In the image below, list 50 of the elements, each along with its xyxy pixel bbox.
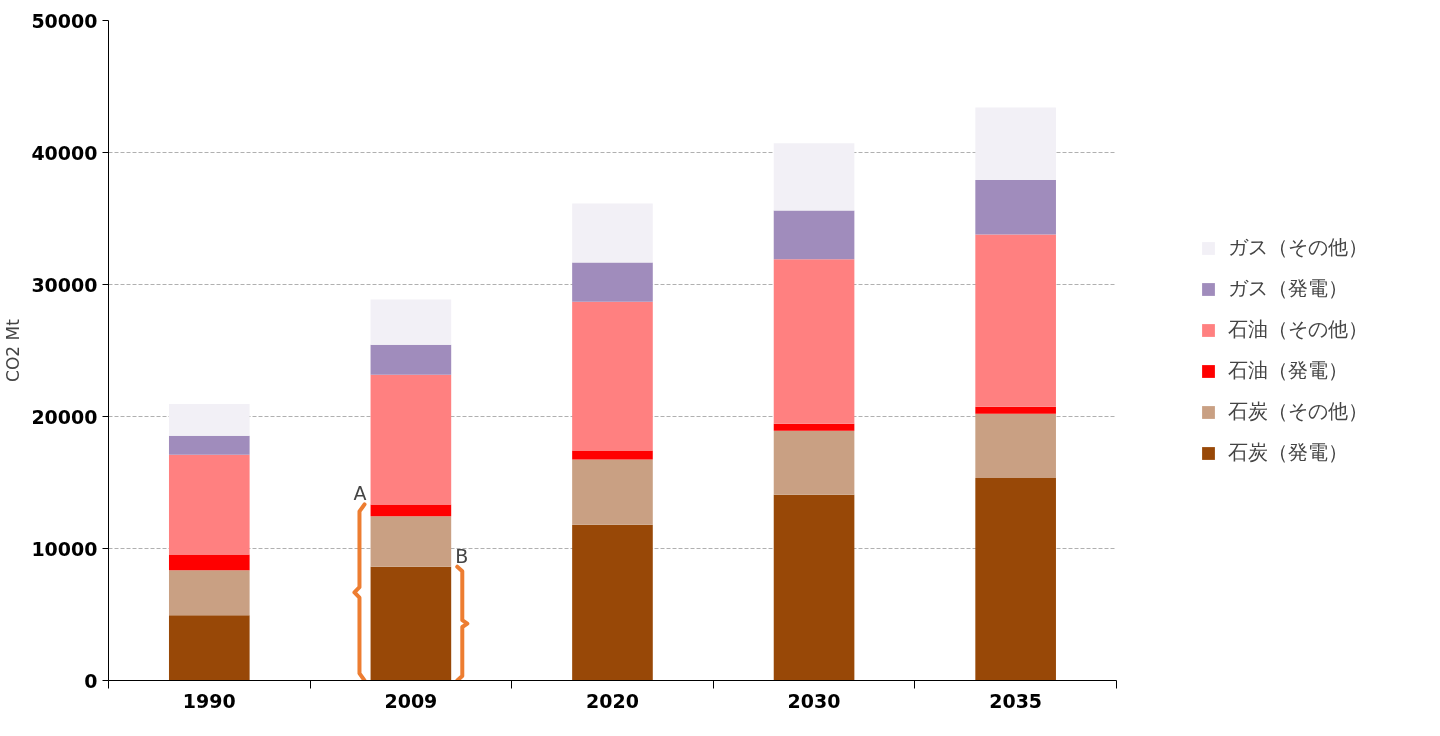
bar — [773, 494, 855, 681]
bar — [370, 516, 452, 567]
bar — [168, 570, 250, 616]
annotation: A — [353, 482, 367, 505]
bar — [975, 107, 1056, 181]
legend-label: 石炭（その他） — [1228, 398, 1368, 425]
y-tick-label: 0 — [84, 669, 98, 692]
y-axis-title: CO2 Mt — [3, 318, 24, 382]
bar — [572, 301, 653, 451]
bar — [975, 413, 1056, 479]
bar — [975, 406, 1056, 414]
y-tick-label: 30000 — [31, 273, 98, 296]
y-tick-label: 50000 — [31, 9, 98, 32]
bar — [975, 478, 1056, 681]
bar — [975, 234, 1056, 407]
x-tick-label: 2030 — [787, 689, 841, 712]
legend-label: ガス（その他） — [1228, 234, 1368, 261]
bar — [773, 259, 855, 424]
x-tick-label: 1990 — [182, 689, 236, 712]
x-tick-label: 2020 — [586, 689, 639, 712]
bar — [168, 615, 250, 681]
bar — [572, 262, 653, 302]
legend-label: ガス（発電） — [1228, 275, 1348, 302]
bar — [370, 299, 452, 345]
bar — [168, 403, 250, 436]
bar — [773, 423, 855, 431]
bar — [572, 524, 653, 681]
y-tick-label: 10000 — [31, 537, 98, 560]
bar — [370, 374, 452, 505]
bar — [572, 450, 653, 460]
bar — [572, 459, 653, 525]
bar — [168, 435, 250, 455]
bar — [370, 504, 452, 517]
bar — [773, 143, 855, 211]
legend-label: 石油（その他） — [1228, 316, 1368, 343]
y-tick-label: 20000 — [31, 405, 98, 428]
y-tick-label: 40000 — [31, 141, 98, 164]
bar — [773, 430, 855, 495]
x-tick-label: 2009 — [384, 689, 438, 712]
bar — [168, 554, 250, 571]
bar — [773, 210, 855, 260]
x-tick-label: 2035 — [989, 689, 1043, 712]
bar — [370, 566, 452, 681]
bar — [370, 344, 452, 375]
bar — [975, 180, 1056, 235]
annotation: B — [455, 544, 469, 567]
bar — [572, 203, 653, 263]
bar — [168, 454, 250, 555]
legend-label: 石炭（発電） — [1228, 439, 1348, 466]
legend-label: 石油（発電） — [1228, 357, 1348, 384]
